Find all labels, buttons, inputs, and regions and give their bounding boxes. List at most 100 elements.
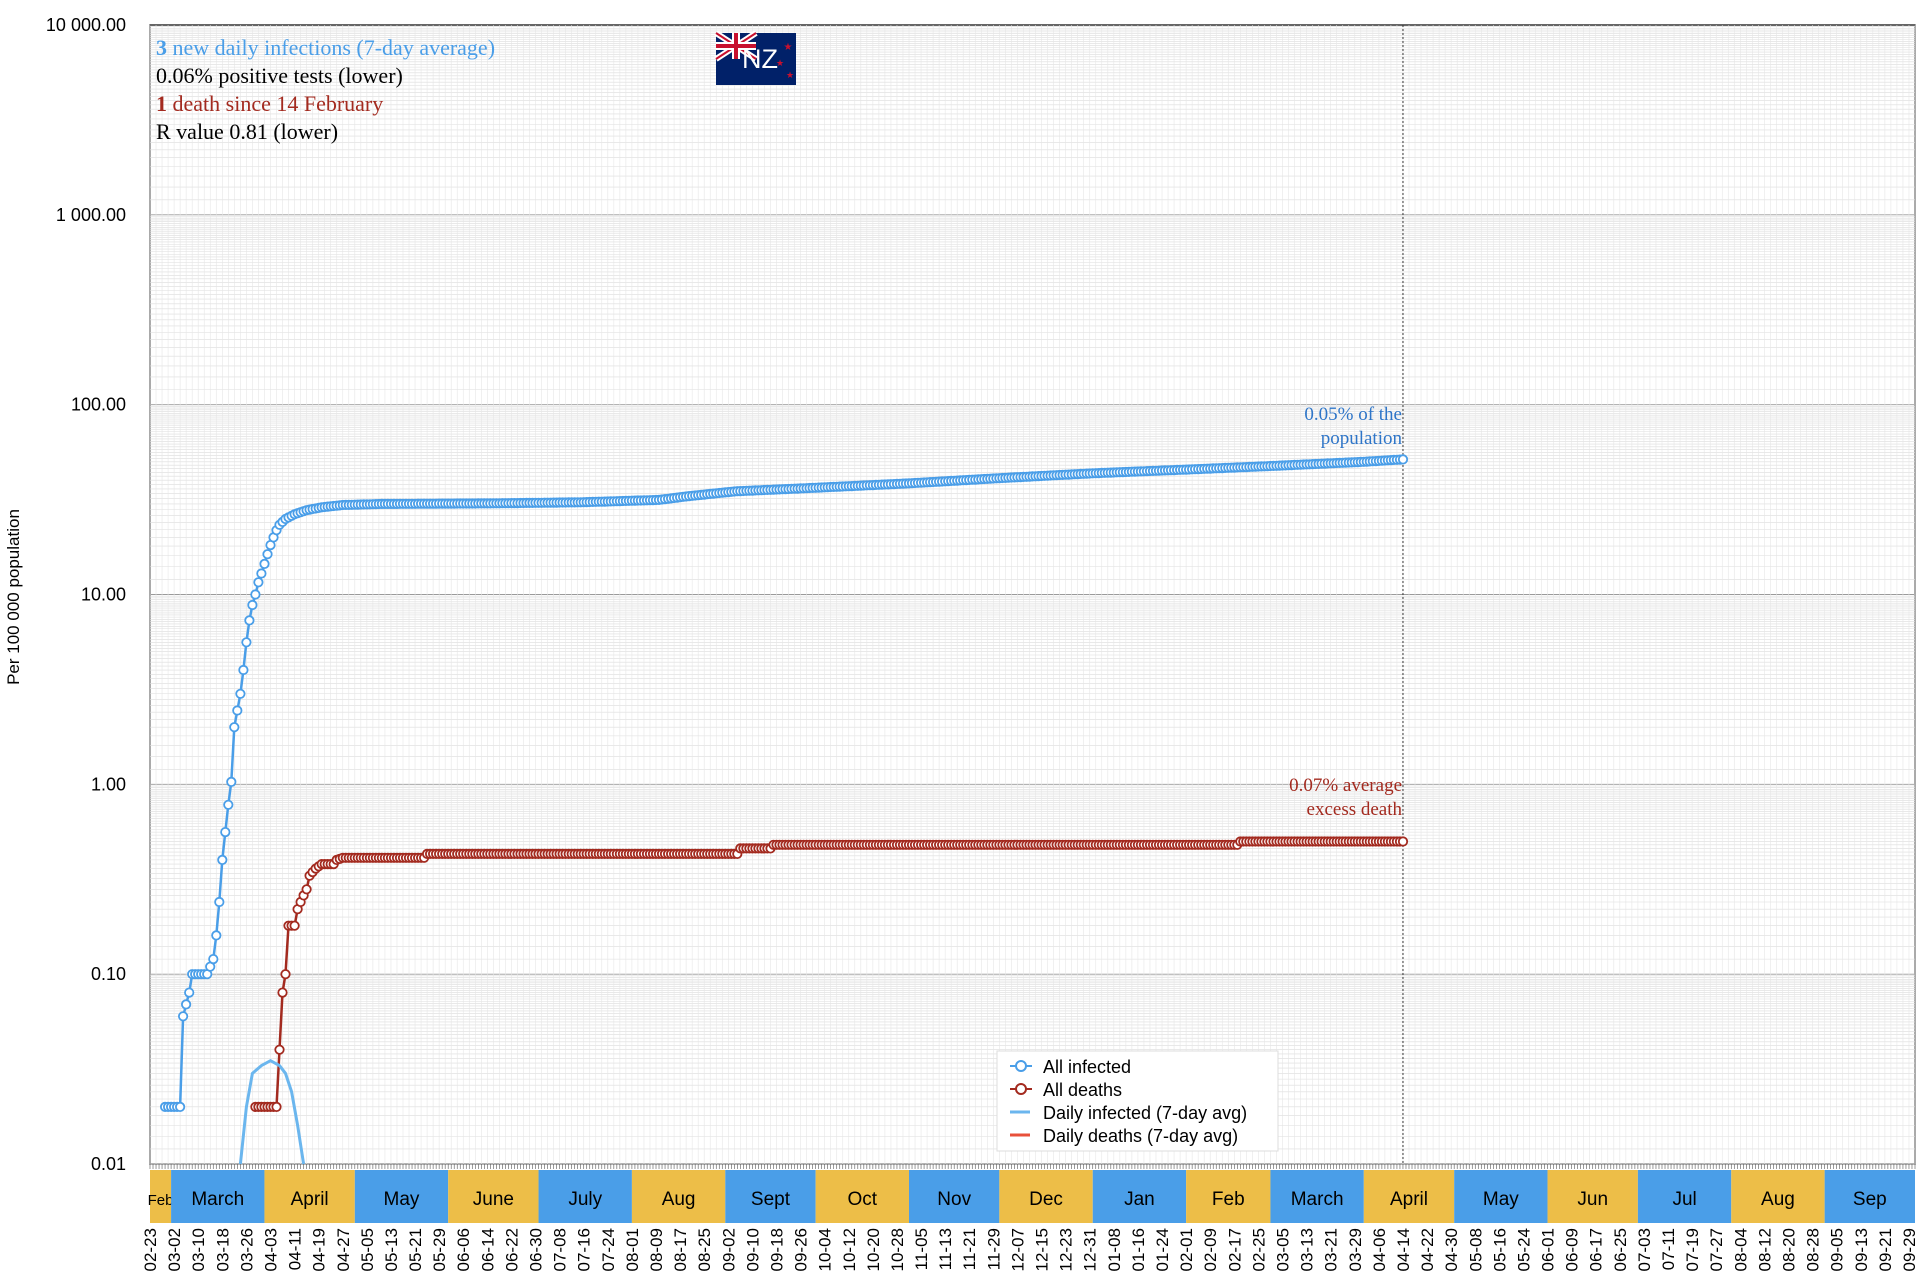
x-tick-label: 04-06: [1370, 1228, 1389, 1271]
x-tick-label: 10-28: [888, 1228, 907, 1271]
x-tick-label: 04-03: [261, 1228, 280, 1271]
x-tick-label: 08-09: [647, 1228, 666, 1271]
x-tick-label: 06-25: [1611, 1228, 1630, 1271]
data-point: [226, 776, 237, 788]
data-point: [271, 1101, 282, 1113]
y-tick-label: 100.00: [71, 395, 126, 415]
x-tick-label: 04-27: [334, 1228, 353, 1271]
grid: [149, 24, 1916, 1165]
month-label: Nov: [937, 1189, 971, 1210]
month-band: Feb March April May June July Aug Sept Oct Nov Dec…: [148, 1170, 1915, 1223]
legend-infected-marker: [1015, 1060, 1027, 1072]
x-tick-label: 03-13: [1298, 1228, 1317, 1271]
x-tick-label: 03-10: [189, 1228, 208, 1271]
x-tick-label: 04-11: [286, 1228, 305, 1270]
x-tick-label: 11-21: [960, 1228, 979, 1270]
x-tick-label: 04-19: [310, 1228, 329, 1271]
x-tick-label: 07-27: [1707, 1228, 1726, 1271]
y-tick-label: 1 000.00: [56, 205, 126, 225]
data-point: [181, 999, 192, 1010]
data-point: [238, 664, 249, 676]
x-tick-label: 08-01: [623, 1228, 642, 1271]
data-point: [262, 549, 273, 560]
month-cell: [150, 1170, 172, 1223]
data-point: [256, 568, 267, 579]
data-point: [217, 854, 228, 866]
legend-deaths-label: All deaths: [1043, 1080, 1122, 1100]
infected-annotation-line1: 0.05% of the: [1304, 404, 1402, 425]
legend-item-daily-deaths: Daily deaths (7-day avg): [1010, 1126, 1238, 1146]
data-point: [274, 1044, 285, 1055]
x-tick-label: 06-30: [527, 1228, 546, 1271]
x-tick-label: 04-30: [1442, 1228, 1461, 1271]
x-tick-label: 08-25: [695, 1228, 714, 1271]
x-tick-label: 03-18: [213, 1228, 232, 1271]
x-tick-label: 05-05: [358, 1228, 377, 1271]
month-label: Sep: [1853, 1189, 1887, 1210]
stat-r-value: R value 0.81 (lower): [156, 119, 338, 144]
legend-item-daily-infected: Daily infected (7-day avg): [1010, 1103, 1247, 1123]
y-axis-label: Per 100 000 population: [4, 509, 23, 685]
svg-text:★: ★: [784, 42, 793, 53]
data-point: [1397, 454, 1409, 465]
x-tick-label: 03-21: [1322, 1228, 1341, 1271]
legend-daily-deaths-label: Daily deaths (7-day avg): [1043, 1126, 1238, 1146]
month-label: Aug: [662, 1189, 696, 1210]
deaths-annotation-line1: 0.07% average: [1289, 775, 1402, 796]
x-tick-label: 08-20: [1779, 1228, 1798, 1271]
y-tick-label: 1.00: [91, 774, 126, 794]
x-tick-label: 01-24: [1153, 1228, 1172, 1271]
deaths-annotation: 0.07% average excess death: [1289, 775, 1402, 820]
x-tick-label: 06-17: [1587, 1228, 1606, 1271]
data-point: [175, 1101, 186, 1113]
month-label: March: [1291, 1189, 1344, 1210]
x-tick-label: 07-16: [575, 1228, 594, 1271]
month-label: Jul: [1672, 1189, 1696, 1210]
stat-deaths-text: death since 14 February: [167, 91, 383, 116]
x-tick-label: 09-26: [792, 1228, 811, 1271]
x-tick-label: 12-31: [1081, 1228, 1100, 1271]
y-tick-label: 10 000.00: [46, 15, 126, 35]
data-point: [244, 615, 255, 626]
month-cell: [538, 1170, 632, 1223]
x-tick-label: 11-05: [912, 1228, 931, 1270]
stat-positive-tests: 0.06% positive tests (lower): [156, 63, 403, 88]
x-tick-label: 03-29: [1346, 1228, 1365, 1271]
x-tick-label: 10-04: [816, 1228, 835, 1271]
x-tick-label: 06-06: [454, 1228, 473, 1271]
data-point: [1397, 836, 1409, 847]
x-tick-label: 06-22: [502, 1228, 521, 1271]
data-point: [259, 558, 270, 570]
svg-text:★: ★: [786, 70, 794, 80]
x-axis-ticks: 02-23 03-02 03-10 03-18 03-26 04-03 04-11 04-19…: [141, 1164, 1919, 1271]
legend: All infected All deaths Daily infected (…: [996, 1050, 1279, 1152]
infected-annotation-line2: population: [1321, 428, 1403, 449]
x-tick-label: 09-13: [1852, 1228, 1871, 1271]
x-tick-label: 09-10: [743, 1228, 762, 1271]
data-point: [247, 599, 258, 611]
x-tick-label: 05-16: [1490, 1228, 1509, 1271]
data-point: [289, 920, 300, 931]
x-tick-label: 03-26: [237, 1228, 256, 1271]
series: [160, 454, 1409, 1165]
x-tick-label: 09-21: [1876, 1228, 1895, 1271]
month-cell: [171, 1170, 265, 1223]
x-tick-label: 06-14: [478, 1228, 497, 1271]
x-tick-label: 12-23: [1057, 1228, 1076, 1271]
data-point: [250, 589, 261, 600]
x-tick-label: 01-16: [1129, 1228, 1148, 1271]
x-tick-label: 09-18: [767, 1228, 786, 1271]
data-point: [208, 953, 219, 965]
month-cell: [725, 1170, 816, 1223]
month-cell: [264, 1170, 355, 1223]
flag-label: NZ: [742, 44, 778, 74]
stat-new-infections-number: 3: [156, 35, 167, 60]
data-point: [241, 637, 252, 648]
x-tick-label: 07-24: [599, 1228, 618, 1271]
x-tick-label: 12-15: [1033, 1228, 1052, 1271]
month-label: July: [568, 1189, 602, 1210]
x-tick-label: 07-03: [1635, 1228, 1654, 1271]
data-point: [301, 884, 312, 895]
x-tick-label: 09-05: [1828, 1228, 1847, 1271]
legend-infected-label: All infected: [1043, 1057, 1131, 1077]
